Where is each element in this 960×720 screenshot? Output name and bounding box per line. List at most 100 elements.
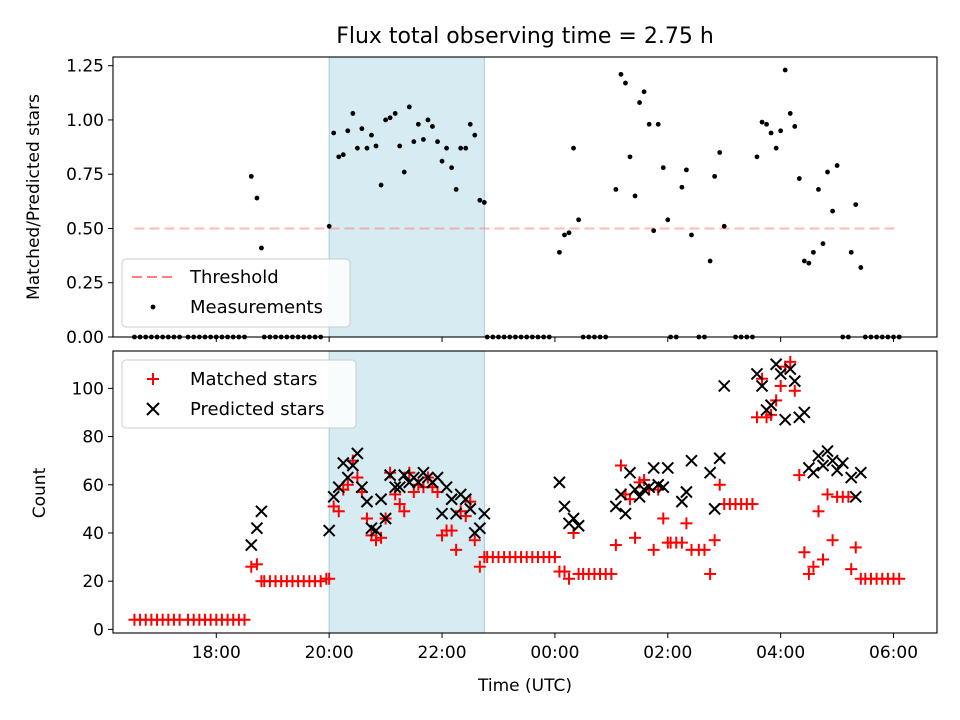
matched-star-point [314,575,327,588]
measurement-point [637,100,642,105]
matched-star-point [826,534,839,547]
bottom-ytick-label: 20 [82,572,104,592]
matched-star-point [793,469,806,482]
predicted-star-point [647,461,660,475]
matched-star-point [558,565,571,578]
matched-star-point [713,478,726,491]
bottom-xtick-label: 02:00 [643,643,692,663]
predicted-star-point [718,379,731,393]
measurement-point [613,187,619,192]
measurement-point [411,139,417,145]
measurement-point [782,67,788,73]
bottom-legend-box [121,359,357,429]
matched-star-point [341,478,354,491]
bottom-xtick-label: 18:00 [192,643,241,663]
measurement-point [641,89,647,95]
predicted-star-point [764,399,778,412]
predicted-star-point [830,464,844,477]
measurement-point [449,165,455,171]
measurement-point [340,152,346,158]
measurement-point [481,200,487,205]
measurement-point [848,249,854,255]
predicted-star-point [623,466,637,479]
matched-star-point [893,572,906,585]
matched-star-point [238,613,251,626]
bottom-xtick-label: 22:00 [418,643,467,663]
measurement-point [816,187,821,192]
predicted-star-point [245,538,258,552]
matched-star-point [323,572,336,585]
predicted-star-point [332,480,345,494]
measurement-point [764,121,769,127]
measurement-point [778,128,784,134]
predicted-star-point [250,521,264,535]
predicted-star-point [478,507,491,520]
predicted-star-point [459,493,472,506]
measurement-point [811,249,816,255]
legend-matched-label: Matched stars [190,369,317,390]
measurement-point [853,202,859,207]
measurement-point [562,232,567,238]
matched-star-point [675,536,688,549]
predicted-star-point [351,447,364,460]
legend-predicted-label: Predicted stars [190,399,324,420]
predicted-star-point [412,476,425,489]
predicted-star-point [642,480,656,494]
measurement-point [618,71,624,77]
measurement-point [576,217,582,223]
measurement-point [646,121,652,127]
bottom-xtick-label: 20:00 [305,643,354,663]
measurement-point [373,143,379,149]
bottom-ytick-label: 40 [82,524,104,544]
top-y-ticks: 0.00 0.25 0.50 0.75 1.00 1.25 [66,57,113,348]
measurement-points [132,67,902,340]
top-legend: Threshold Measurements [121,258,351,328]
measurement-point [830,208,835,214]
bottom-xtick-label: 00:00 [530,643,579,663]
matched-star-point [332,505,345,518]
measurement-point [421,137,426,142]
predicted-star-point [464,502,477,516]
predicted-star-point [807,466,820,479]
predicted-star-point [675,495,689,508]
measurement-point [689,232,694,238]
matched-star-point [450,543,463,556]
chart-title: Flux total observing time = 2.75 h [336,24,714,49]
measurement-point [792,124,798,129]
matched-star-point [473,560,486,573]
matched-star-point [445,524,458,537]
predicted-star-point [346,459,360,472]
bottom-ytick-label: 100 [72,379,104,399]
bottom-xtick-label: 04:00 [756,643,805,663]
legend-matched-swatch [147,373,159,385]
top-legend-box [121,258,351,328]
measurement-point [655,121,661,127]
measurement-point [435,139,440,145]
predicted-star-point [337,456,350,470]
predicted-star-point [784,362,797,376]
predicted-star-point [750,367,764,381]
bottom-xtick-label: 06:00 [869,643,918,663]
measurement-point [359,126,365,132]
predicted-star-point [431,471,444,484]
measurement-point [627,154,633,160]
measurement-point [401,169,407,175]
predicted-star-point [379,512,392,525]
matched-star-point [802,567,815,580]
measurement-point [439,158,445,164]
top-y-axis-label: Matched/Predicted stars [24,94,44,300]
measurement-point [759,119,765,125]
bottom-ytick-label: 0 [93,620,104,640]
legend-measurements-swatch [150,304,156,310]
matched-star-point [563,572,576,585]
matched-star-point [680,517,693,530]
matched-star-point [370,534,383,547]
measurement-point [326,223,332,229]
measurement-point [679,184,685,190]
matched-star-point [468,534,481,547]
measurement-point [834,163,840,168]
measurement-point [768,130,774,136]
measurement-point [566,230,572,236]
predicted-star-point [661,461,674,475]
matched-star-point [629,531,642,544]
